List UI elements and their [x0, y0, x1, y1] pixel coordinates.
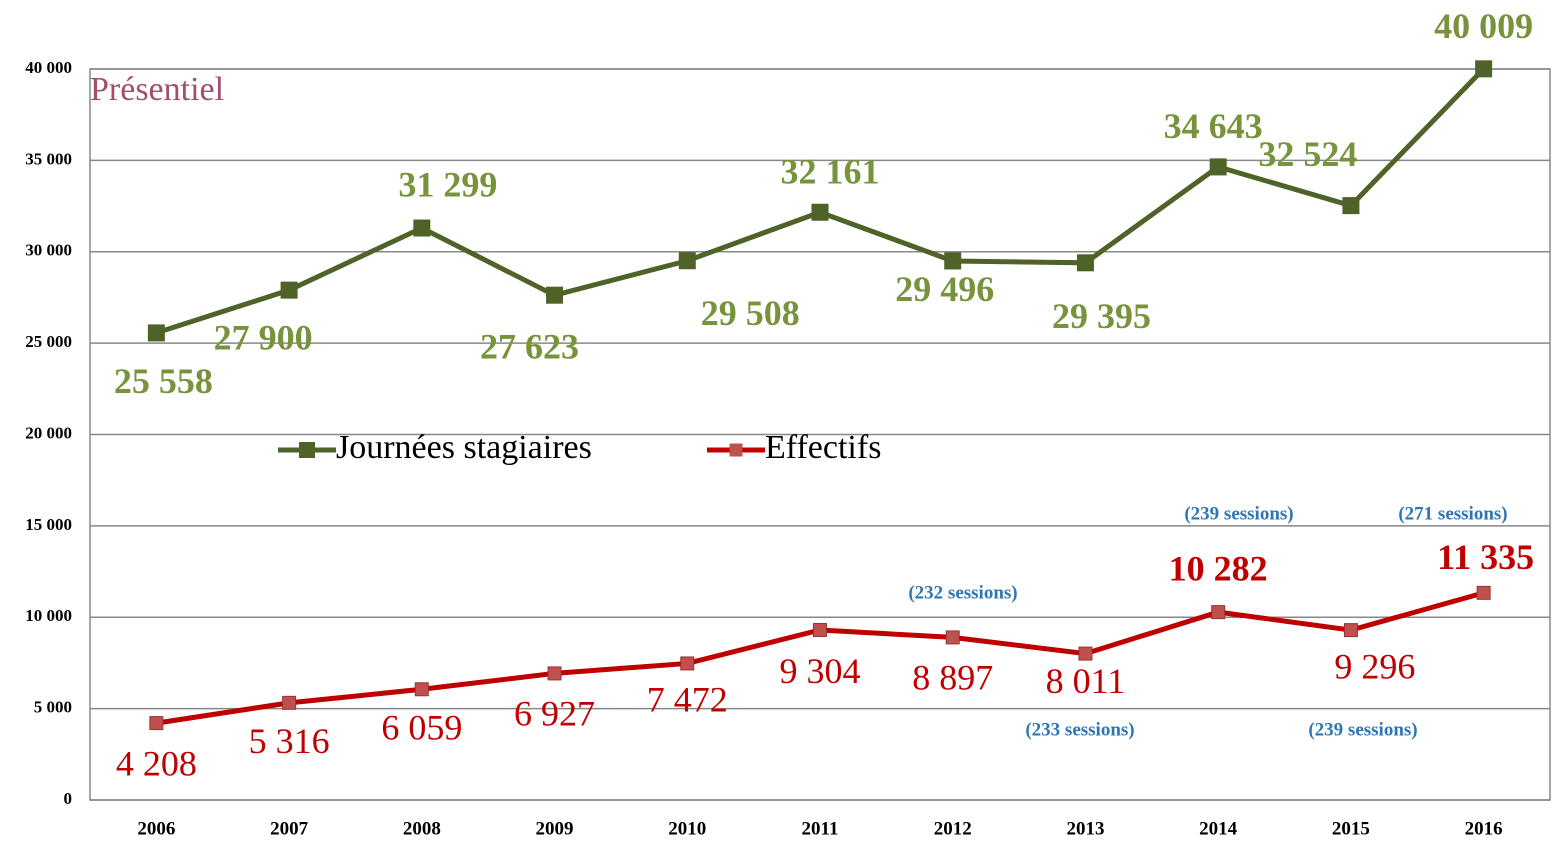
data-label: 29 496 — [895, 269, 994, 309]
marker — [811, 203, 829, 221]
marker — [1476, 585, 1491, 600]
data-label: 25 558 — [114, 361, 213, 401]
legend-marker — [729, 443, 743, 457]
marker — [282, 695, 297, 710]
marker — [680, 656, 695, 671]
annotation: (239 sessions) — [1308, 719, 1417, 740]
x-tick-label: 2016 — [1465, 818, 1503, 839]
y-tick-label: 10 000 — [25, 606, 72, 625]
x-tick-label: 2009 — [536, 818, 574, 839]
marker — [678, 252, 696, 270]
annotation: (232 sessions) — [908, 582, 1017, 603]
data-label: 32 161 — [781, 152, 880, 192]
x-tick-label: 2012 — [934, 818, 972, 839]
annotation: (233 sessions) — [1025, 719, 1134, 740]
marker — [813, 622, 827, 637]
series-line — [155, 67, 1486, 336]
data-label: 7 472 — [647, 680, 728, 720]
x-tick-label: 2010 — [668, 818, 706, 839]
marker — [1343, 623, 1358, 638]
data-label: 9 296 — [1334, 646, 1415, 686]
y-tick-label: 5 000 — [34, 698, 72, 717]
marker — [1209, 158, 1227, 176]
marker — [147, 324, 165, 342]
legend-label: Effectifs — [765, 429, 881, 466]
marker — [1211, 605, 1226, 620]
marker — [413, 219, 431, 237]
marker — [149, 716, 164, 731]
x-tick-label: 2011 — [802, 818, 839, 839]
marker — [547, 666, 562, 681]
data-label: 11 335 — [1437, 537, 1534, 577]
marker — [1475, 60, 1493, 78]
legend-marker — [299, 442, 315, 458]
data-label: 8 897 — [912, 658, 993, 698]
x-tick-label: 2006 — [137, 818, 175, 839]
x-tick-label: 2007 — [270, 818, 309, 839]
data-label: 29 395 — [1052, 296, 1151, 336]
data-label: 5 316 — [249, 721, 330, 761]
y-tick-label: 30 000 — [25, 241, 72, 260]
data-label: 8 011 — [1046, 661, 1126, 701]
marker — [414, 682, 429, 697]
marker — [280, 281, 298, 299]
data-label: 4 208 — [116, 743, 197, 783]
marker — [546, 286, 564, 304]
y-tick-label: 40 000 — [25, 58, 72, 77]
marker — [1078, 646, 1093, 661]
data-label: 27 900 — [214, 317, 313, 357]
marker — [1342, 197, 1360, 215]
annotation: (271 sessions) — [1398, 503, 1507, 524]
x-tick-label: 2014 — [1199, 818, 1238, 839]
x-tick-label: 2015 — [1332, 818, 1370, 839]
data-label: 6 927 — [514, 694, 595, 734]
legend-label: Journées stagiaires — [336, 429, 592, 466]
y-tick-label: 15 000 — [25, 515, 72, 534]
y-tick-label: 35 000 — [25, 149, 72, 168]
data-label: 27 623 — [480, 326, 579, 366]
marker — [945, 630, 960, 645]
data-label: 31 299 — [398, 164, 497, 204]
data-label: 34 643 — [1164, 106, 1263, 146]
data-label: 6 059 — [381, 708, 462, 748]
y-tick-label: 20 000 — [25, 423, 72, 442]
data-label: 9 304 — [780, 651, 861, 691]
annotation: (239 sessions) — [1184, 503, 1293, 524]
data-label: 32 524 — [1258, 134, 1357, 174]
x-tick-label: 2013 — [1066, 818, 1104, 839]
marker — [944, 252, 962, 270]
data-label: 10 282 — [1169, 548, 1268, 588]
x-tick-label: 2008 — [403, 818, 441, 839]
data-label: 40 009 — [1434, 6, 1533, 46]
marker — [1076, 254, 1094, 272]
y-tick-label: 0 — [64, 789, 73, 808]
data-label: 29 508 — [701, 293, 800, 333]
y-tick-label: 25 000 — [25, 332, 72, 351]
chart-subtitle: Présentiel — [90, 71, 224, 108]
